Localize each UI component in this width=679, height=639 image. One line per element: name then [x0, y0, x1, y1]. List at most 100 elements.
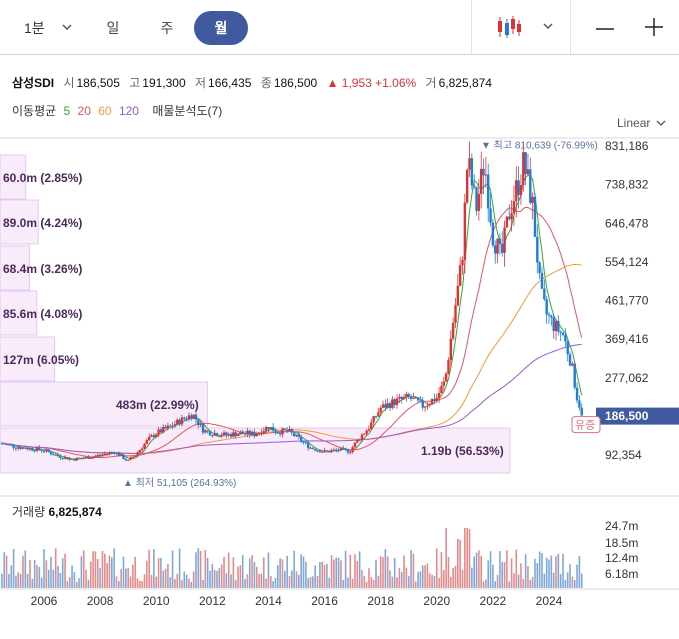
candle-body: [536, 236, 539, 263]
indicator-legend[interactable]: 이동평균 5 20 60 120 매물분석도(7): [12, 102, 226, 119]
tab-month[interactable]: 월: [194, 11, 248, 45]
candle-body: [519, 184, 523, 196]
candle-body: [33, 450, 36, 452]
candle-body: [297, 434, 301, 438]
candle-body: [505, 216, 509, 228]
candle-body: [26, 448, 29, 450]
candle-body: [49, 451, 53, 455]
candle-body: [229, 434, 233, 437]
candle-body: [248, 430, 251, 436]
candle-body: [456, 285, 460, 306]
candle-body: [271, 427, 275, 431]
candle-body: [330, 450, 333, 453]
candle-body: [547, 314, 551, 316]
candle-body: [241, 431, 244, 434]
candle-body: [295, 434, 298, 437]
candle-body: [101, 454, 104, 456]
candle-body: [475, 186, 478, 211]
minus-icon[interactable]: [594, 18, 616, 45]
candle-body: [157, 429, 160, 435]
scale-mode-button[interactable]: Linear: [617, 116, 666, 130]
candle-body: [314, 448, 317, 451]
time-tick-label: 2008: [87, 594, 114, 608]
candle-body: [346, 449, 350, 453]
candle-body: [77, 457, 81, 459]
scale-mode-label: Linear: [617, 116, 651, 130]
candle-body: [479, 168, 483, 194]
candle-body: [451, 322, 455, 339]
candle-body: [356, 439, 359, 443]
candle-body: [178, 419, 181, 425]
candle-body: [232, 432, 235, 437]
candle-body: [260, 432, 263, 434]
candle-body: [288, 429, 291, 431]
candle-body: [578, 400, 581, 408]
candle-body: [129, 457, 132, 460]
candle-body: [423, 406, 427, 408]
volume-value: 6,825,874: [438, 76, 492, 90]
candle-body: [61, 457, 64, 459]
candle-body: [482, 168, 485, 176]
candle-body: [531, 196, 534, 203]
candle-body: [304, 442, 308, 444]
tab-week[interactable]: 주: [160, 20, 174, 36]
candle-body: [564, 334, 567, 342]
candle-body: [110, 452, 114, 454]
candle-body: [444, 373, 448, 382]
candle-body: [349, 451, 352, 453]
candle-body: [388, 403, 392, 408]
candle-body: [246, 430, 249, 434]
chart-type-chevron-down-icon[interactable]: [542, 19, 554, 37]
candle-body: [568, 354, 572, 366]
candle-body: [292, 432, 296, 437]
candle-body: [59, 456, 62, 458]
change-percent: +1.06%: [375, 76, 417, 90]
candle-body: [14, 447, 18, 449]
candle-body: [323, 450, 326, 452]
candle-body: [407, 394, 410, 397]
candle-body: [199, 423, 202, 425]
candle-body: [339, 448, 343, 451]
candle-body: [208, 431, 212, 436]
candle-body: [17, 447, 20, 449]
candle-body: [180, 417, 184, 425]
volume-profile-label: 매물분석도(7): [152, 104, 223, 118]
candle-body: [70, 458, 74, 460]
candle-body: [3, 443, 6, 445]
time-tick-label: 2010: [143, 594, 170, 608]
candle-body: [433, 399, 436, 401]
price-tick-label: 646,478: [605, 216, 649, 230]
quote-bar: 삼성SDI 시 186,505 고 191,300 저 166,435 종 186,50…: [12, 74, 498, 91]
price-axis: 831,186 738,832 646,478 554,124 461,770 369,4…: [571, 139, 679, 462]
candle-body: [225, 432, 228, 436]
candle-body: [38, 447, 41, 450]
candle-body: [421, 400, 424, 408]
candle-body: [119, 454, 123, 457]
candlestick-icon[interactable]: [497, 14, 523, 45]
candle-body: [472, 185, 476, 187]
price-markers: ▼ 최고 810,639 (-76.99%) ▲ 최저 51,105 (264.9…: [123, 140, 598, 489]
candle-body: [267, 427, 270, 430]
volume-profile-label: 483m (22.99%): [116, 398, 199, 412]
candle-body: [540, 272, 544, 289]
candle-body: [468, 158, 471, 170]
tab-day[interactable]: 일: [106, 20, 120, 36]
candle-body: [405, 394, 408, 397]
candle-body: [377, 412, 380, 417]
candle-body: [484, 174, 488, 176]
ma-label: 이동평균: [12, 104, 57, 118]
candle-body: [169, 425, 172, 427]
candle-body: [215, 433, 219, 437]
ma-120: 120: [118, 104, 139, 118]
candle-body: [201, 423, 205, 433]
candle-body: [447, 360, 450, 374]
timeframe-select[interactable]: 1분: [14, 11, 84, 45]
candle-body: [517, 180, 520, 196]
plus-icon[interactable]: [643, 16, 665, 43]
candle-body: [103, 453, 106, 455]
candle-body: [94, 455, 97, 457]
candle-body: [117, 452, 121, 457]
candle-body: [393, 399, 396, 405]
ma-20: 20: [77, 104, 91, 118]
